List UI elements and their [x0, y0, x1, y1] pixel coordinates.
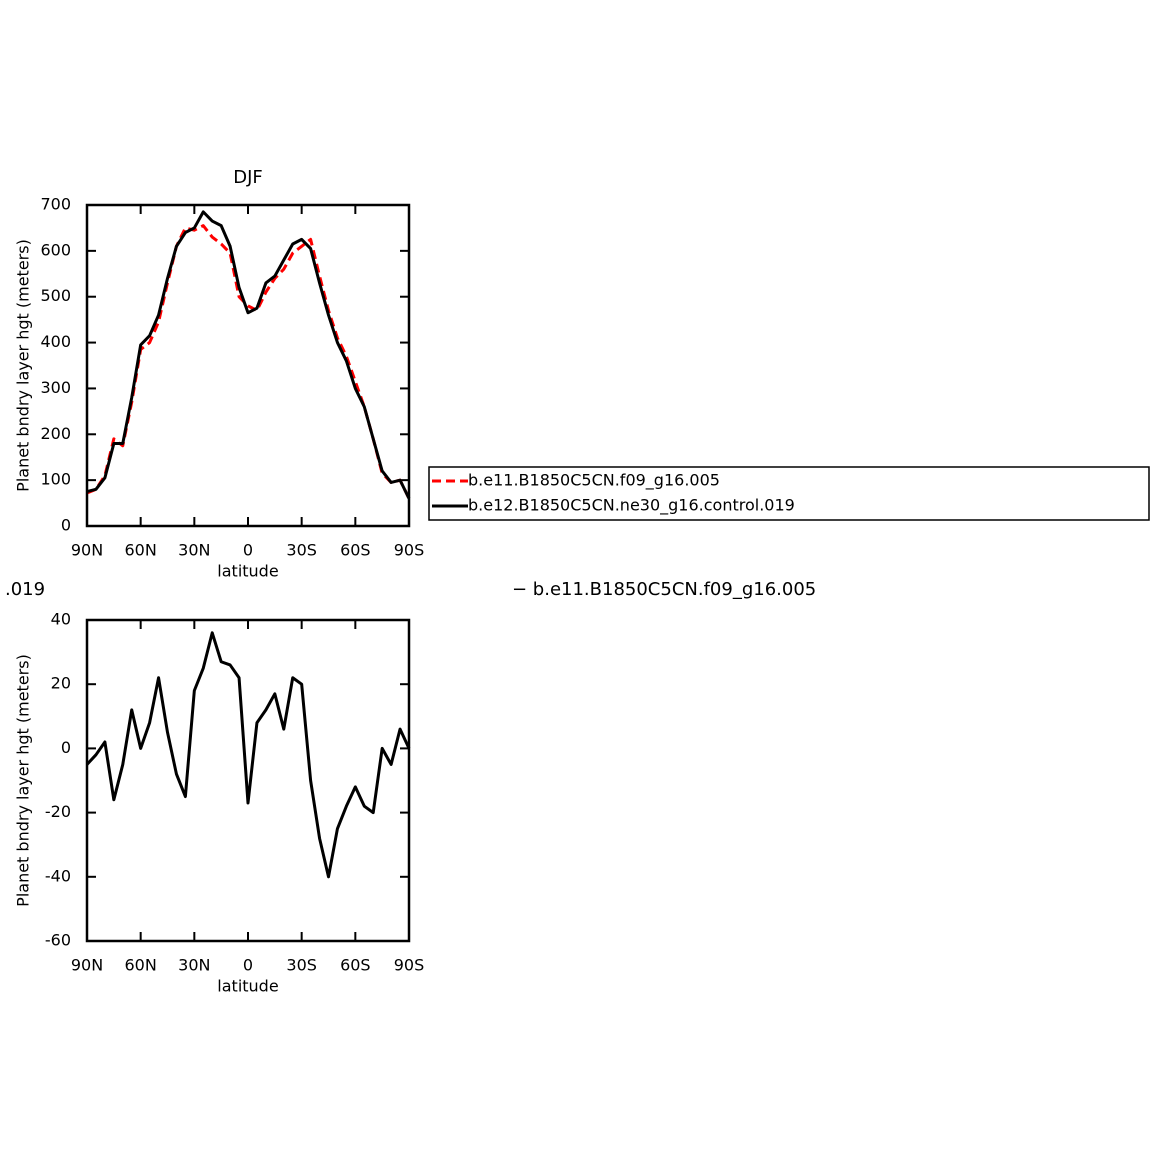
x-tick-label: 90S	[394, 541, 425, 560]
x-tick-label: 30N	[178, 956, 210, 975]
series-line	[85, 631, 411, 879]
x-tick-label: 60S	[340, 956, 371, 975]
y-tick-label: 700	[40, 195, 71, 214]
x-tick-label: 90N	[71, 956, 103, 975]
y-tick-label: 20	[51, 674, 71, 693]
x-tick-label: 30S	[286, 541, 317, 560]
y-axis-label: Planet bndry layer hgt (meters)	[14, 239, 33, 492]
x-tick-label: 90N	[71, 541, 103, 560]
x-tick-label: 90S	[394, 956, 425, 975]
y-tick-label: 400	[40, 332, 71, 351]
plot-frame	[85, 203, 411, 528]
y-tick-label: 200	[40, 424, 71, 443]
y-tick-label: 0	[61, 738, 71, 757]
y-tick-label: 600	[40, 240, 71, 259]
y-tick-label: 500	[40, 286, 71, 305]
legend-label: b.e12.B1850C5CN.ne30_g16.control.019	[468, 496, 795, 516]
chart-title: − b.e11.B1850C5CN.f09_g16.005	[512, 579, 816, 600]
chart-title: DJF	[233, 167, 263, 188]
x-tick-label: 60N	[125, 956, 157, 975]
legend-label: b.e11.B1850C5CN.f09_g16.005	[468, 471, 720, 491]
y-tick-label: -40	[45, 866, 71, 885]
series-line	[86, 224, 411, 500]
legend-box	[428, 466, 1150, 521]
y-axis-label: Planet bndry layer hgt (meters)	[14, 654, 33, 907]
y-tick-label: -20	[45, 802, 71, 821]
x-tick-label: 30N	[178, 541, 210, 560]
x-axis-label: latitude	[217, 562, 278, 581]
x-axis-label: latitude	[217, 977, 278, 996]
x-tick-label: 30S	[286, 956, 317, 975]
x-tick-label: 0	[243, 956, 253, 975]
y-tick-label: 0	[61, 516, 71, 535]
x-tick-label: 60S	[340, 541, 371, 560]
y-tick-label: 300	[40, 378, 71, 397]
series-line	[86, 210, 411, 500]
x-tick-label: 0	[243, 541, 253, 560]
y-tick-label: -60	[45, 931, 71, 950]
y-tick-label: 100	[40, 470, 71, 489]
chart-title: .019	[5, 579, 45, 600]
x-tick-label: 60N	[125, 541, 157, 560]
plot-frame	[85, 618, 411, 943]
y-tick-label: 40	[51, 610, 71, 629]
